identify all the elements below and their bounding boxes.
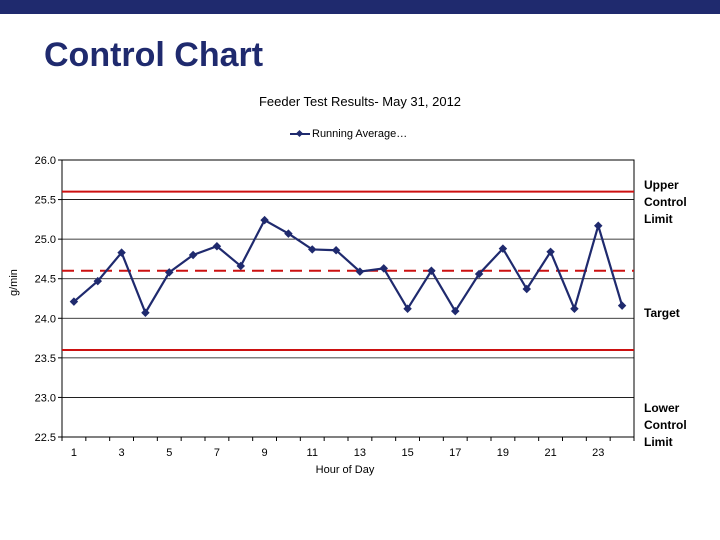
data-point	[474, 269, 484, 279]
y-tick-label: 24.0	[35, 313, 56, 325]
legend-label: Running Average…	[312, 128, 408, 140]
y-tick-label: 26.0	[35, 155, 56, 167]
top-bar	[0, 0, 720, 14]
data-point	[188, 250, 198, 260]
x-tick-label: 21	[544, 447, 556, 459]
x-tick-label: 7	[214, 447, 220, 459]
x-tick-label: 17	[449, 447, 461, 459]
data-point	[236, 261, 245, 271]
data-point	[93, 276, 102, 286]
y-tick-label: 25.5	[35, 195, 56, 207]
x-tick-label: 15	[401, 447, 413, 459]
data-point	[617, 301, 627, 310]
target-label: Target	[644, 306, 680, 320]
y-tick-label: 22.5	[35, 432, 56, 444]
y-tick-label: 23.0	[35, 392, 56, 404]
lower-control-limit-label: Lower Control Limit	[644, 401, 687, 449]
data-point	[141, 308, 150, 317]
legend: Running Average…	[290, 128, 407, 140]
data-point	[260, 215, 269, 225]
upper-control-limit-label: Upper Control Limit	[644, 178, 687, 226]
data-point	[331, 245, 341, 255]
x-tick-label: 5	[166, 447, 172, 459]
data-point	[165, 268, 174, 277]
data-point	[594, 221, 603, 230]
series-line	[73, 218, 624, 316]
x-tick-label: 19	[497, 447, 509, 459]
y-axis-label: g/min	[8, 269, 20, 296]
x-tick-label: 1	[71, 447, 77, 459]
x-tick-label: 13	[354, 447, 366, 459]
data-point	[355, 267, 365, 276]
data-point	[522, 284, 531, 294]
x-tick-label: 23	[592, 447, 604, 459]
x-tick-label: 9	[262, 447, 268, 459]
legend-marker-icon	[290, 129, 310, 139]
data-point	[427, 266, 436, 276]
y-tick-label: 24.5	[35, 274, 56, 286]
y-tick-label: 23.5	[35, 353, 56, 365]
data-point	[570, 304, 579, 314]
x-tick-label: 3	[119, 447, 125, 459]
data-point	[308, 245, 317, 254]
data-point	[212, 242, 222, 251]
slide-title: Control Chart	[44, 36, 264, 74]
plot-area	[61, 159, 635, 438]
chart-title: Feeder Test Results- May 31, 2012	[258, 94, 462, 109]
data-point	[284, 229, 293, 238]
x-tick-label: 11	[307, 447, 318, 459]
data-point	[451, 306, 460, 316]
y-tick-label: 25.0	[35, 234, 56, 246]
data-point	[117, 248, 126, 257]
data-point	[69, 297, 79, 306]
data-point	[379, 264, 388, 273]
data-point	[498, 244, 508, 253]
data-point	[403, 304, 412, 314]
x-axis-label: Hour of Day	[315, 464, 375, 476]
